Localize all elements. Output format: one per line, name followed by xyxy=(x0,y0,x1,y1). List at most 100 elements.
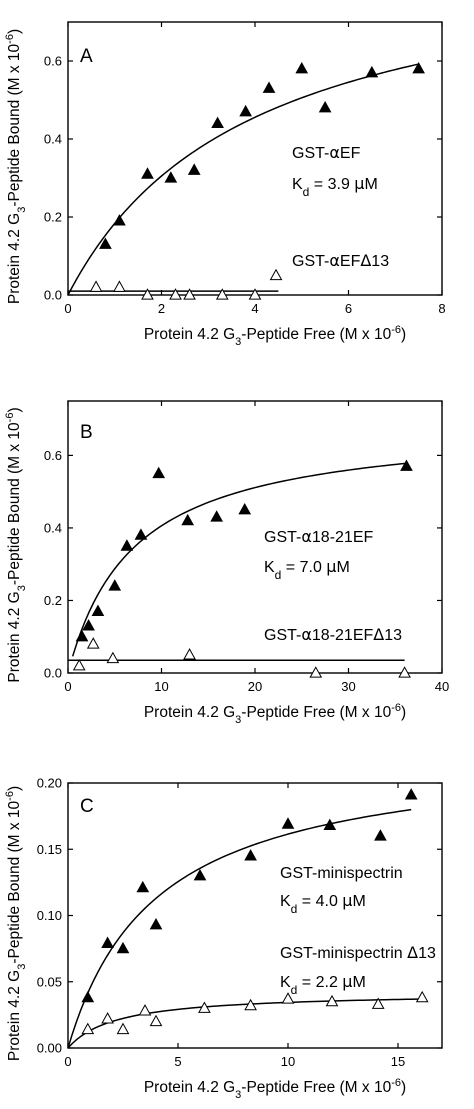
data-point-open-triangle xyxy=(116,1022,130,1035)
annotation-symbol: α xyxy=(329,251,340,270)
data-point-filled-triangle xyxy=(141,167,154,179)
data-point-filled-triangle xyxy=(81,990,95,1003)
data-point-open-triangle xyxy=(244,998,257,1011)
x-tick-label: 10 xyxy=(281,1054,295,1069)
data-point-open-triangle xyxy=(183,648,196,660)
annotation-text: GST- xyxy=(264,529,301,546)
annotation-text: K xyxy=(264,559,275,576)
data-point-open-triangle xyxy=(138,1004,152,1016)
annotation-symbol: α xyxy=(301,625,312,644)
x-tick-label: 5 xyxy=(174,1054,181,1069)
data-point-filled-triangle xyxy=(365,65,379,78)
data-point-filled-triangle xyxy=(181,513,195,526)
data-point-open-triangle xyxy=(215,288,229,300)
annotation-text: 18-21EF xyxy=(312,627,374,644)
data-point-open-triangle xyxy=(169,288,182,300)
data-point-filled-triangle xyxy=(152,466,166,479)
x-tick-label: 30 xyxy=(341,679,355,694)
annotation-text: GST- xyxy=(264,627,301,644)
x-tick-label: 8 xyxy=(438,301,445,316)
data-point-filled-triangle xyxy=(101,936,114,948)
data-point-filled-triangle xyxy=(116,941,130,954)
data-point-open-triangle xyxy=(248,288,262,300)
y-tick-label: 0.0 xyxy=(44,666,62,681)
x-axis-label-text: Protein 4.2 G xyxy=(144,1079,235,1096)
data-point-filled-triangle xyxy=(412,61,425,74)
annotation-subscript: d xyxy=(291,983,298,997)
annotation-text: 13 xyxy=(418,945,436,962)
annotation-2: Kd = 4.0 μM xyxy=(280,891,366,916)
y-axis-label-superscript: -6 xyxy=(4,34,16,44)
data-point-open-triangle xyxy=(72,658,86,671)
annotation-3: GST-α18-21EFΔ13 xyxy=(264,625,402,644)
x-axis-label-text: -Peptide Free (M x 10 xyxy=(241,704,391,721)
panel-letter: C xyxy=(80,796,94,817)
annotation-4: Kd = 2.2 μM xyxy=(280,972,366,997)
y-axis-label-text: ) xyxy=(6,786,23,791)
annotation-3: GST-αEFΔ13 xyxy=(292,251,389,270)
y-axis-label-text: Protein 4.2 G xyxy=(6,213,23,304)
annotation-symbol: α xyxy=(301,527,312,546)
annotation-1: GST-α18-21EF xyxy=(264,527,373,546)
y-axis-label: Protein 4.2 G3-Peptide Bound (M x 10-6) xyxy=(4,407,28,682)
annotation-text: = 2.2 xyxy=(297,974,342,991)
y-axis-label-superscript: -6 xyxy=(4,791,16,801)
annotation-text: K xyxy=(280,893,291,910)
data-point-filled-triangle xyxy=(149,917,163,930)
y-axis-label-subscript: 3 xyxy=(16,964,28,970)
annotation-text: GST- xyxy=(292,253,329,270)
panel-letter: B xyxy=(80,422,93,443)
annotation-text: 13 xyxy=(371,253,389,270)
x-tick-label: 4 xyxy=(251,301,258,316)
x-tick-label: 20 xyxy=(248,679,262,694)
data-point-open-triangle xyxy=(415,990,429,1003)
data-point-filled-triangle xyxy=(187,163,201,175)
data-point-filled-triangle xyxy=(136,880,150,893)
y-axis-label-text: -Peptide Bound (M x 10 xyxy=(6,422,23,585)
annotation-text: GST- xyxy=(292,145,329,162)
data-point-filled-triangle xyxy=(238,502,252,515)
data-point-open-triangle xyxy=(86,637,100,649)
annotation-text: M xyxy=(352,974,365,991)
y-tick-label: 0.10 xyxy=(37,908,62,923)
annotation-text: 18-21EF xyxy=(312,529,374,546)
y-tick-label: 0.4 xyxy=(44,132,62,147)
data-point-filled-triangle xyxy=(400,459,413,471)
annotation-symbol: μ xyxy=(342,891,352,910)
data-point-filled-triangle xyxy=(164,171,178,183)
data-point-filled-triangle xyxy=(323,818,337,831)
data-point-filled-triangle xyxy=(262,81,276,93)
annotation-subscript: d xyxy=(291,902,298,916)
y-axis-label-text: Protein 4.2 G xyxy=(6,970,23,1061)
y-tick-label: 0.20 xyxy=(37,776,62,791)
y-axis-label-text: -Peptide Bound (M x 10 xyxy=(6,43,23,206)
annotation-1: GST-minispectrin xyxy=(280,865,403,882)
y-tick-label: 0.05 xyxy=(37,974,62,989)
y-axis-label-subscript: 3 xyxy=(16,207,28,213)
annotation-text: 13 xyxy=(384,627,402,644)
y-tick-label: 0.15 xyxy=(37,842,62,857)
data-point-filled-triangle xyxy=(108,579,122,591)
y-tick-label: 0.4 xyxy=(44,520,62,535)
data-point-open-triangle xyxy=(198,1001,211,1013)
data-point-filled-triangle xyxy=(82,619,95,631)
data-point-filled-triangle xyxy=(193,868,207,881)
data-point-filled-triangle xyxy=(244,849,257,861)
data-point-open-triangle xyxy=(81,1022,95,1035)
annotation-3: GST-minispectrin Δ13 xyxy=(280,943,436,962)
annotation-text: M xyxy=(336,559,349,576)
y-axis-label-subscript: 3 xyxy=(16,585,28,591)
data-point-filled-triangle xyxy=(91,604,105,616)
x-axis-label: Protein 4.2 G3-Peptide Free (M x 10-6) xyxy=(144,1077,406,1101)
y-axis-label: Protein 4.2 G3-Peptide Bound (M x 10-6) xyxy=(4,29,28,304)
x-axis-label-text: -Peptide Free (M x 10 xyxy=(241,1079,391,1096)
x-axis-label-superscript: -6 xyxy=(391,1077,401,1089)
x-axis-label: Protein 4.2 G3-Peptide Free (M x 10-6) xyxy=(144,702,406,726)
annotation-text: K xyxy=(280,974,291,991)
y-axis-label: Protein 4.2 G3-Peptide Bound (M x 10-6) xyxy=(4,786,28,1061)
